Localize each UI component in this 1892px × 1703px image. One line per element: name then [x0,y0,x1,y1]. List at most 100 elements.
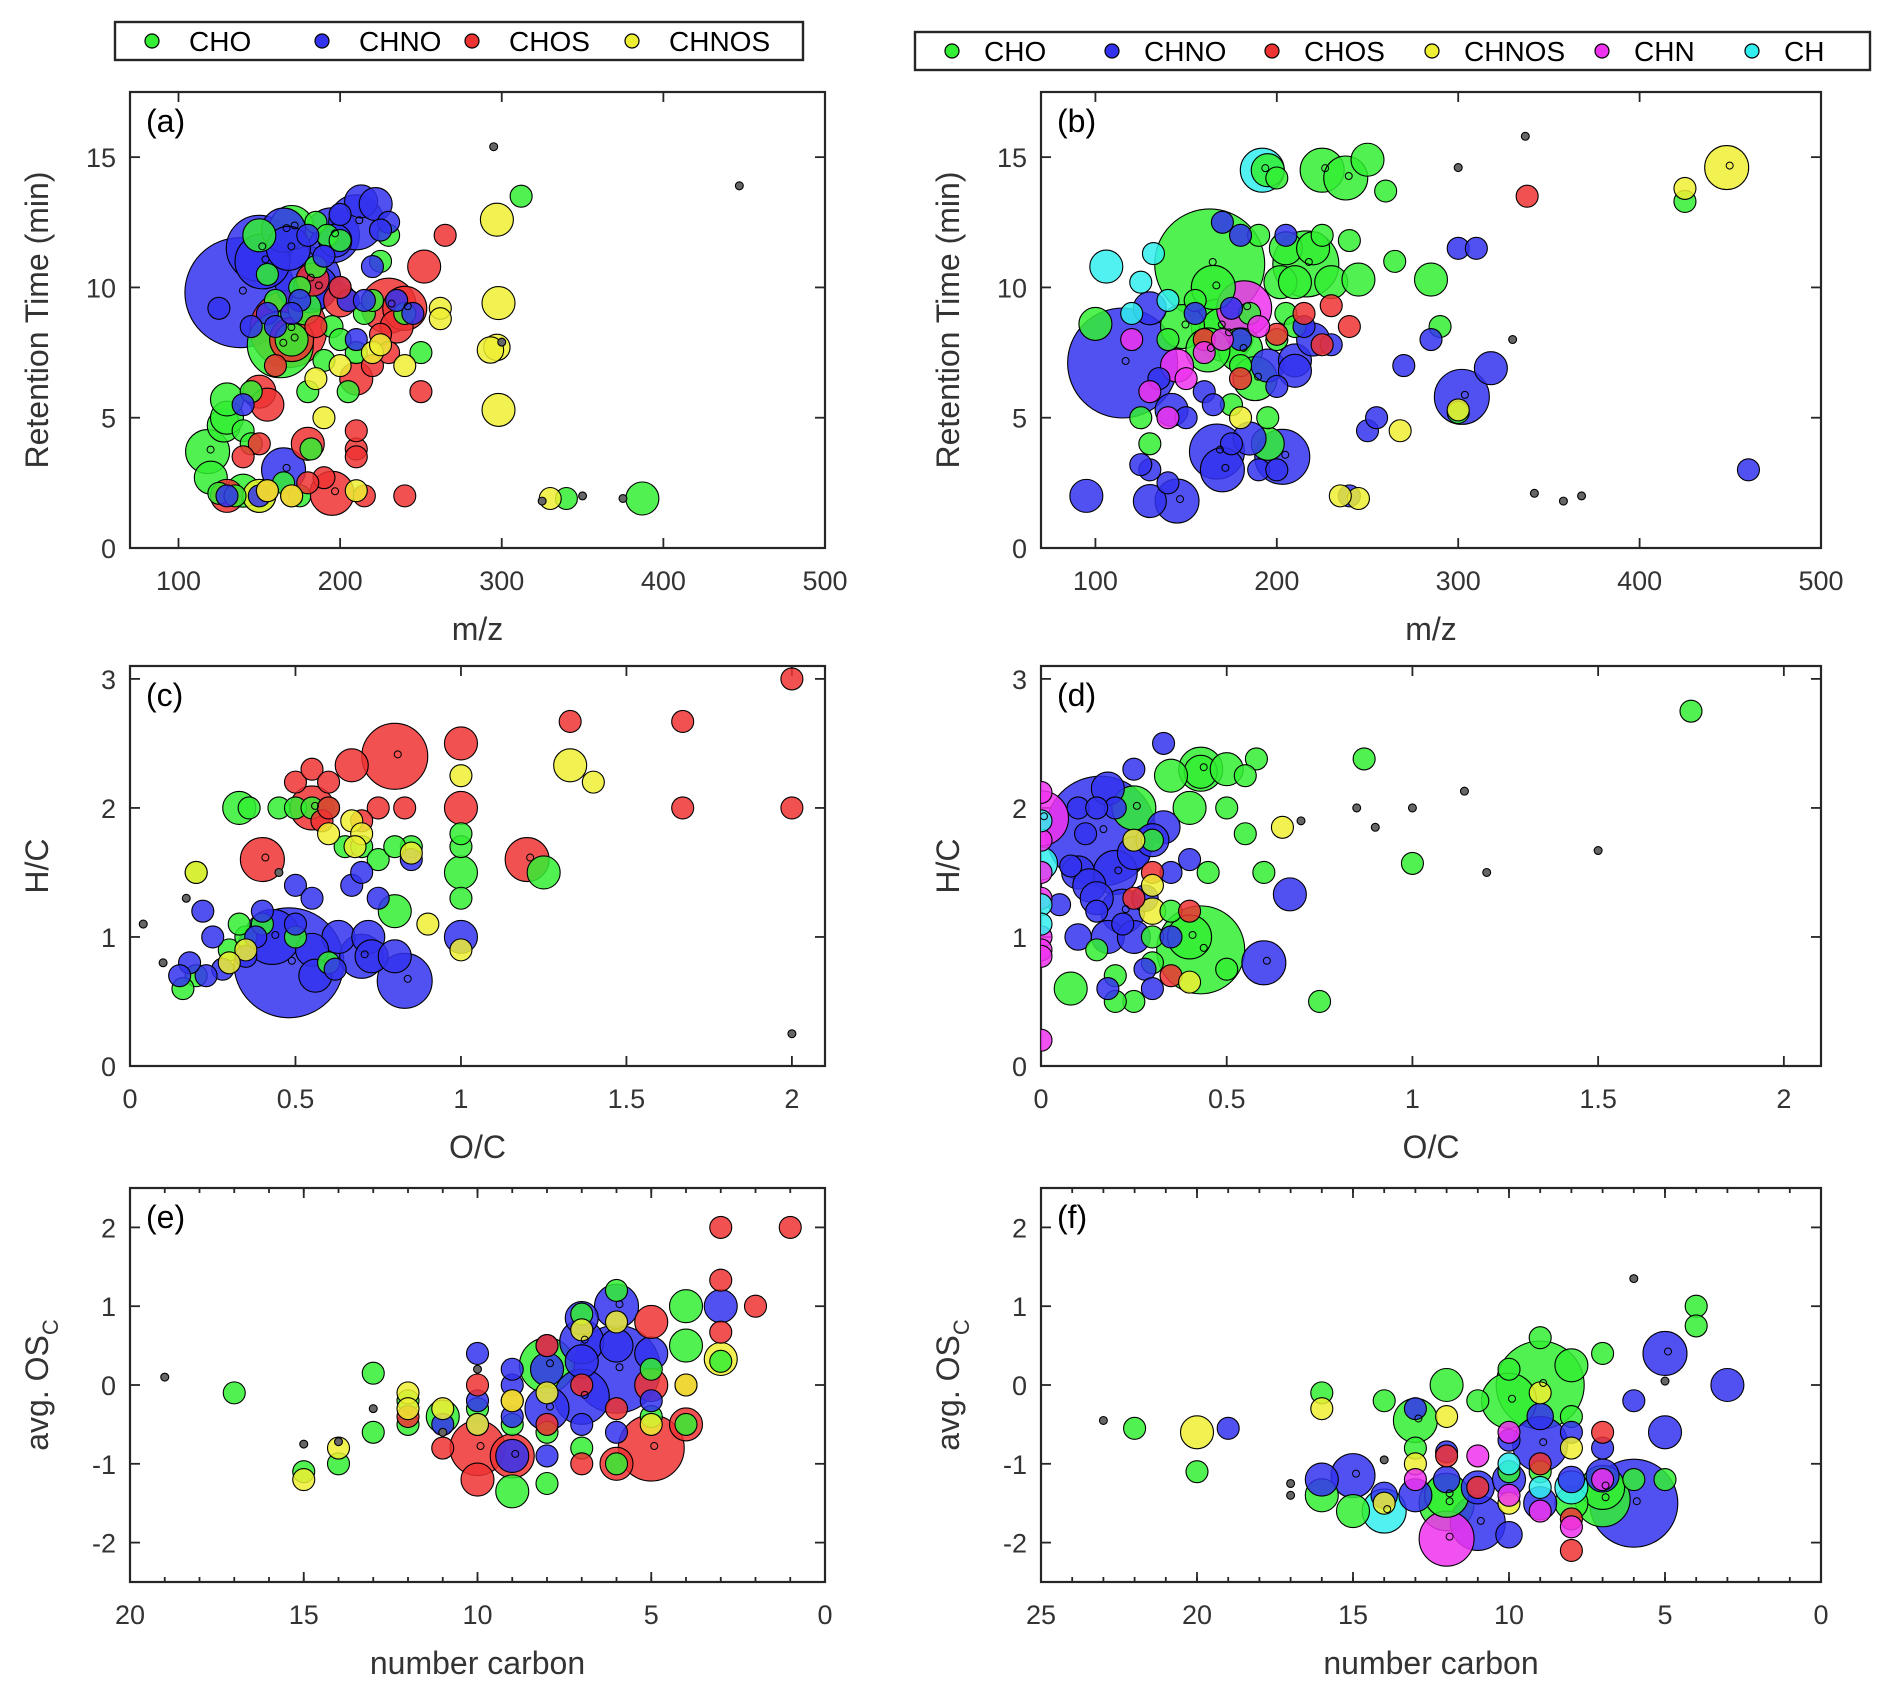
data-point-chos [604,1397,629,1421]
data-point-overlap [287,242,296,251]
data-point-overlap [1445,1497,1454,1506]
data-point-cho [668,1289,704,1324]
data-point-chnos [1673,176,1697,200]
data-point-other [438,1427,448,1437]
data-point-chn [1041,828,1053,852]
data-point-chnos [368,333,393,357]
data-point-chos [317,770,341,794]
data-point-cho [361,1420,385,1444]
data-point-overlap [279,338,288,347]
y-tick-label: 5 [1012,404,1027,434]
data-point-overlap [546,1402,554,1411]
data-point-chnos [234,938,258,962]
data-point-chno [1074,822,1098,846]
data-point-cho [299,437,323,461]
data-point-chnos [1310,1397,1334,1421]
data-point-chn [1192,341,1216,365]
y-tick-label: 15 [997,143,1027,173]
x-tick-label: 0 [817,1600,832,1630]
data-point-chos [443,790,479,825]
legend-marker-cho [944,43,960,59]
data-point-chos [344,445,368,469]
data-point-chnos [465,1412,490,1436]
data-point-cho [535,1471,559,1496]
data-point-chno [352,288,376,313]
data-point-cho [1684,1314,1708,1338]
data-point-cho [1528,1326,1552,1350]
data-point-chno [1064,923,1092,951]
data-point-cho [1277,265,1313,300]
x-tick-label: 0 [1813,1600,1828,1630]
data-point-overlap [387,299,396,308]
data-point-cho [639,1357,663,1381]
data-point-overlap [1445,1489,1454,1498]
data-point-overlap [1664,1347,1672,1356]
x-tick-label: 200 [318,566,363,596]
data-point-overlap [360,950,369,959]
data-point-chnos [431,1397,455,1421]
data-point-chnos [535,1381,559,1405]
data-point-cho [227,912,251,936]
data-point-chno [1495,1520,1523,1549]
data-point-other [734,181,744,191]
data-point-overlap [355,216,364,225]
data-point-overlap [511,1449,520,1458]
data-point-chno [1156,471,1180,495]
data-point-overlap [403,302,412,311]
data-point-cho [1466,1389,1490,1413]
data-point-cho [1413,262,1449,297]
data-point-chno [1096,977,1120,1001]
data-point-chnos [304,367,328,391]
data-point-chn [1041,860,1053,884]
data-point-cho [443,855,479,890]
y-tick-label: 10 [86,273,116,303]
data-point-chos [778,1215,802,1239]
data-point-other [1482,867,1492,877]
data-point-chos [1319,294,1343,318]
data-point-chno [1647,1415,1683,1450]
data-point-other [1593,846,1603,856]
data-point-overlap [1445,1532,1454,1541]
data-point-chno [168,964,192,988]
x-axis-label: number carbon [370,1645,585,1681]
x-tick-label: 0.5 [1208,1084,1246,1114]
data-point-chno [368,218,393,242]
data-point-cho [509,184,533,208]
legend-marker-chos [464,33,480,49]
data-point-chnos [674,1373,698,1397]
data-point-chos [535,1334,559,1358]
data-point-chnos [343,835,367,859]
data-point-chos [1528,1452,1552,1476]
data-point-overlap [1460,390,1469,399]
data-point-chos [443,726,479,761]
y-tick-label: 0 [1012,534,1027,564]
data-point-overlap [615,1363,624,1372]
data-point-chno [263,314,288,339]
data-point-chos [1292,301,1316,326]
x-tick-label: 10 [462,1600,492,1630]
data-point-chno [350,860,374,885]
data-point-overlap [287,323,296,332]
data-point-chno [191,899,215,923]
data-point-chno [1526,1402,1554,1431]
data-point-chos [328,275,352,299]
data-point-other [160,1372,170,1382]
data-point-overlap [290,333,299,342]
data-point-overlap [1176,495,1185,504]
legend-label-ch: CH [1784,36,1824,67]
data-point-overlap [1206,343,1215,352]
data-point-chno [1219,432,1244,456]
data-point-chno [1277,353,1313,388]
data-point-overlap [1476,1516,1485,1525]
data-point-chno [1132,484,1167,519]
data-point-overlap [271,930,280,939]
data-point-overlap [1281,450,1290,459]
data-point-other [537,496,547,506]
y-tick-label: 0 [101,1052,116,1082]
data-point-chos [709,1320,733,1344]
data-point-chno [283,912,308,936]
panel-label: (d) [1057,677,1096,713]
legend-marker-chnos [1424,43,1440,59]
legend-label-chos: CHOS [1304,36,1385,67]
panel-label: (e) [146,1199,185,1235]
